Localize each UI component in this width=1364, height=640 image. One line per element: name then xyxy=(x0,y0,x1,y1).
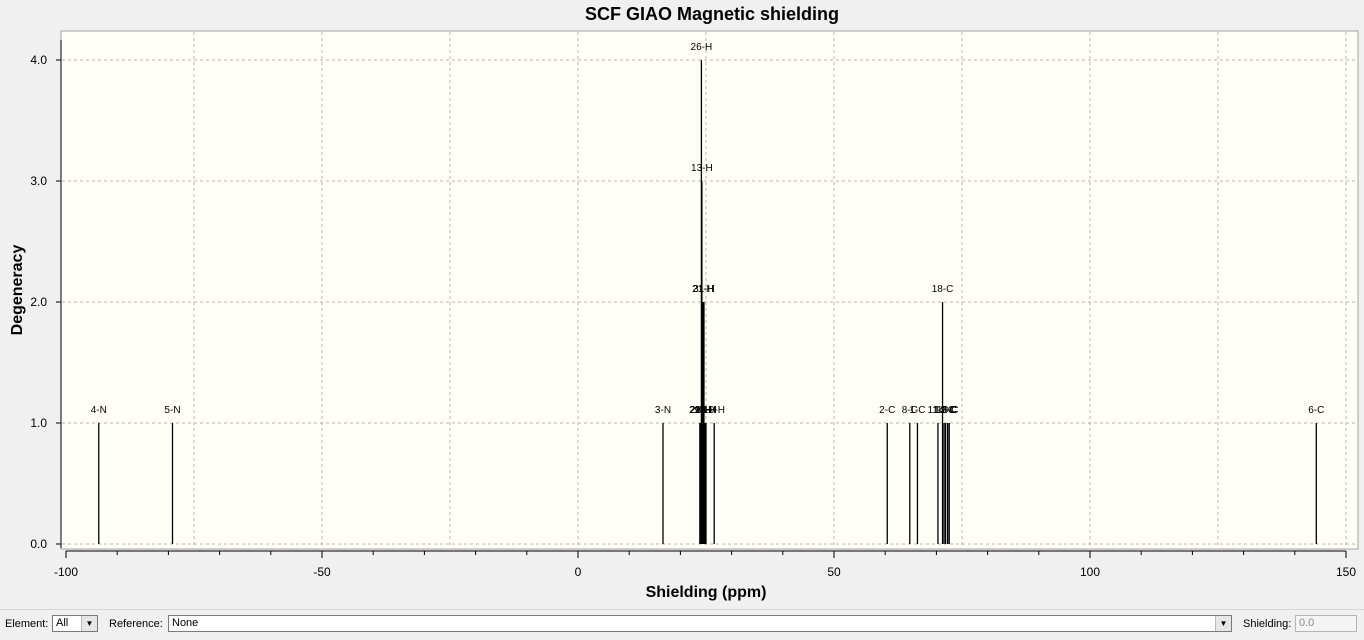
x-tick-label: 150 xyxy=(1336,565,1356,579)
peak-label: 1-C xyxy=(909,405,925,416)
x-tick-label: -50 xyxy=(313,565,331,579)
x-tick-label: 100 xyxy=(1080,565,1100,579)
y-tick-label: 2.0 xyxy=(30,295,47,309)
shielding-value: 0.0 xyxy=(1299,617,1315,629)
y-tick-label: 1.0 xyxy=(30,416,47,430)
plot-area xyxy=(60,30,1359,550)
peak-label: 19-H xyxy=(703,405,725,416)
y-tick-label: 4.0 xyxy=(30,53,47,67)
chevron-down-icon[interactable]: ▼ xyxy=(81,616,97,631)
peak-label: 6-C xyxy=(1308,405,1324,416)
y-tick-label: 3.0 xyxy=(30,174,47,188)
peak-label: 10-C xyxy=(937,405,959,416)
chevron-down-icon[interactable]: ▼ xyxy=(1215,616,1231,631)
reference-select-value: None xyxy=(172,617,199,629)
peak-label: 13-H xyxy=(691,163,713,174)
element-select[interactable]: All ▼ xyxy=(52,615,98,632)
peak-label: 18-C xyxy=(932,284,954,295)
peak-label: 31-H xyxy=(693,284,715,295)
peak-label: 26-H xyxy=(691,42,713,53)
peak-label: 4-N xyxy=(91,405,107,416)
reference-label: Reference: xyxy=(109,618,163,630)
peak-label: 29-H xyxy=(689,405,711,416)
x-tick-label: -100 xyxy=(54,565,78,579)
peak-label: 14-C xyxy=(933,405,955,416)
shielding-label: Shielding: xyxy=(1243,618,1292,630)
peak-label: 11-C xyxy=(927,405,948,416)
x-tick-label: 0 xyxy=(575,565,582,579)
peak-label: 5-N xyxy=(164,405,180,416)
peak-label: 12-C xyxy=(935,405,957,416)
peak-label: 3-N xyxy=(655,405,671,416)
peak-label: 16-H xyxy=(695,405,717,416)
chart-title: SCF GIAO Magnetic shielding xyxy=(585,4,839,24)
chart-svg: SCF GIAO Magnetic shielding Shielding (p… xyxy=(9,4,1359,601)
control-bar: Element: All ▼ Reference: None ▼ Shieldi… xyxy=(0,609,1364,640)
peak-label: 2-C xyxy=(879,405,895,416)
reference-select[interactable]: None ▼ xyxy=(168,615,1232,632)
x-tick-label: 50 xyxy=(827,565,841,579)
x-axis-label: Shielding (ppm) xyxy=(646,584,767,601)
y-tick-label: 0.0 xyxy=(30,537,47,551)
y-axis-label: Degeneracy xyxy=(9,245,26,336)
element-label: Element: xyxy=(5,618,49,630)
peak-label: 9-C xyxy=(941,405,957,416)
element-select-value: All xyxy=(56,617,69,629)
peak-label: 28-H xyxy=(690,405,712,416)
peak-label: 21-H xyxy=(692,284,714,295)
shielding-field: 0.0 xyxy=(1295,615,1357,632)
peak-label: 8-C xyxy=(902,405,918,416)
peak-label: 15-H xyxy=(694,405,716,416)
